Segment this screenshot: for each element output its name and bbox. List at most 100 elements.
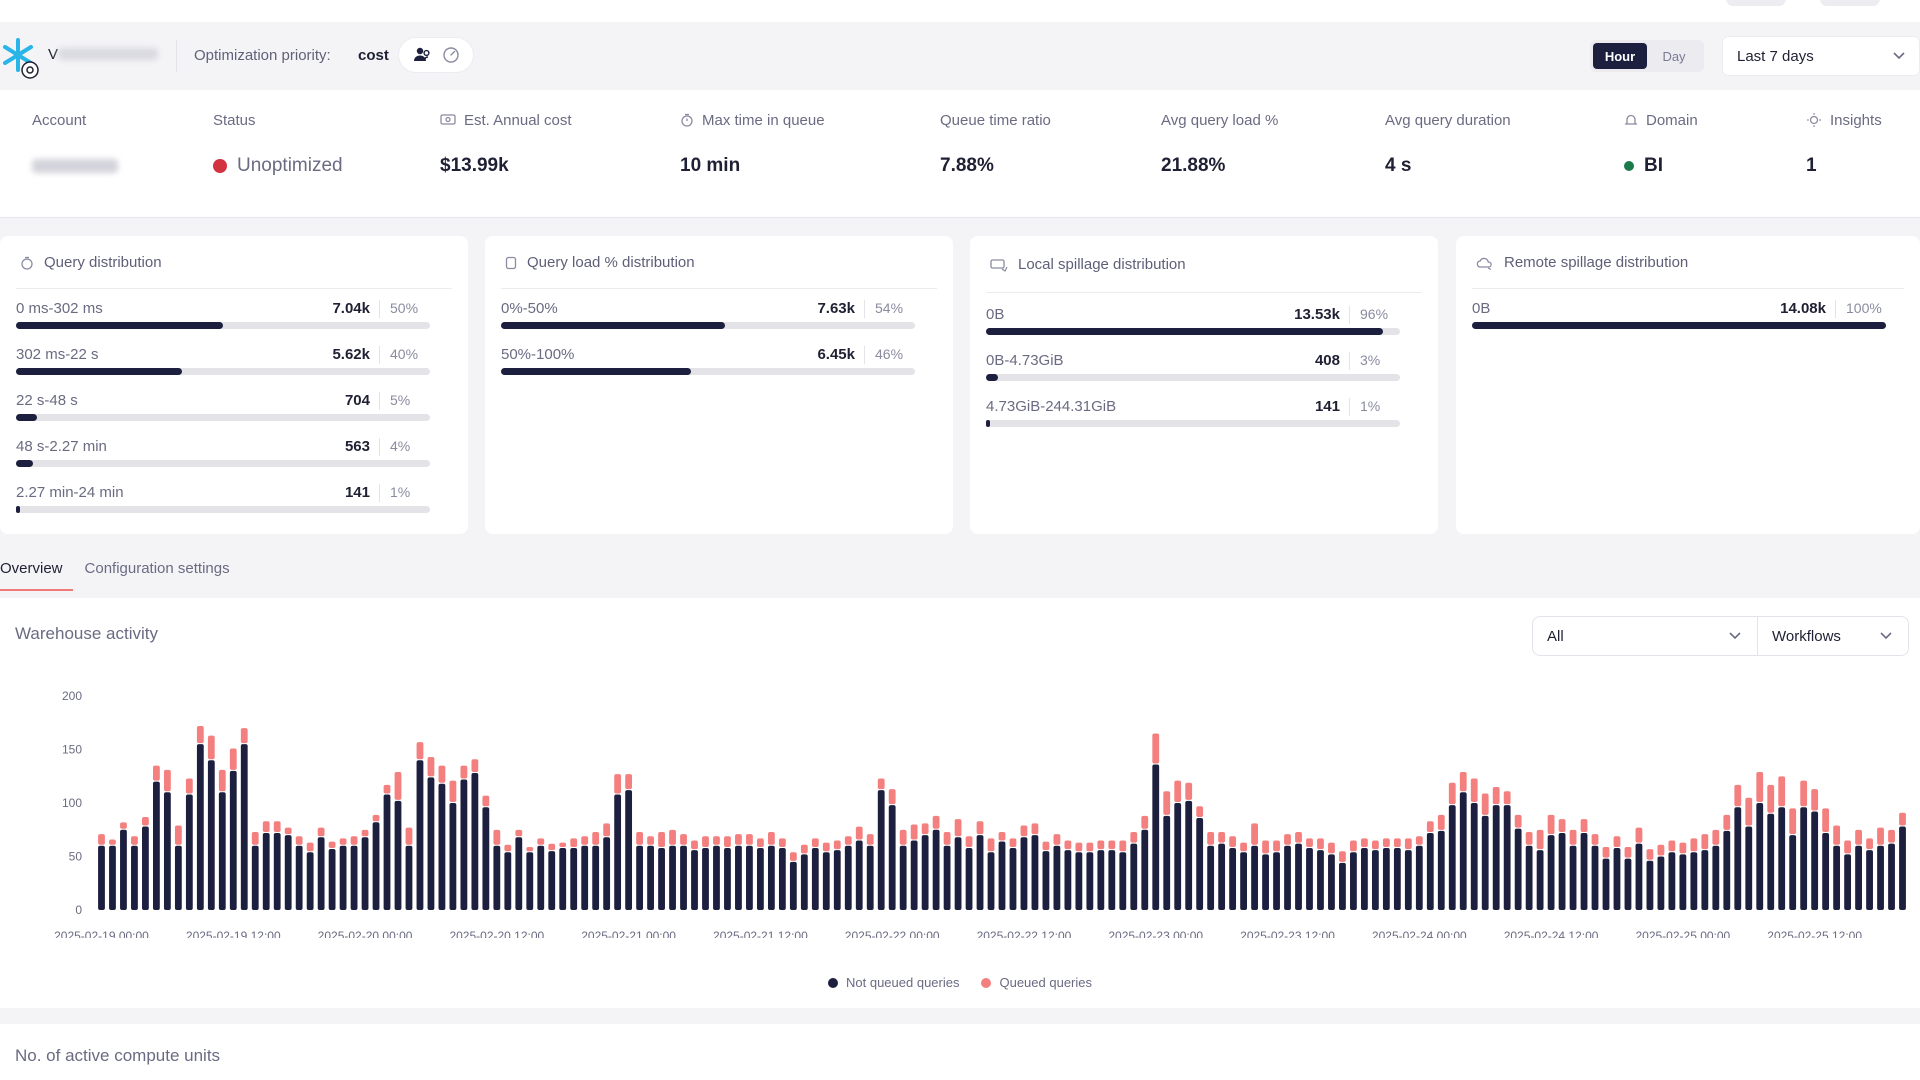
bar-not-queued[interactable] <box>1031 835 1039 910</box>
bar-queued[interactable] <box>954 819 962 837</box>
bar-not-queued[interactable] <box>460 779 468 910</box>
bar-not-queued[interactable] <box>1350 852 1357 910</box>
bar-queued[interactable] <box>1020 825 1028 837</box>
bar-queued[interactable] <box>1723 814 1731 830</box>
bar-not-queued[interactable] <box>493 845 501 910</box>
bar-not-queued[interactable] <box>1317 850 1324 910</box>
bar-queued[interactable] <box>1328 842 1335 854</box>
bar-queued[interactable] <box>163 769 171 792</box>
bar-not-queued[interactable] <box>735 845 742 910</box>
bar-not-queued[interactable] <box>691 850 698 910</box>
bar-not-queued[interactable] <box>1646 860 1654 910</box>
bar-not-queued[interactable] <box>1470 803 1478 910</box>
bar-not-queued[interactable] <box>1580 832 1588 910</box>
bar-not-queued[interactable] <box>1679 854 1687 910</box>
bar-queued[interactable] <box>1284 834 1291 845</box>
bar-queued[interactable] <box>767 831 775 845</box>
bar-queued[interactable] <box>1767 784 1775 813</box>
bar-queued[interactable] <box>394 772 402 800</box>
bar-queued[interactable] <box>822 842 830 852</box>
bar-not-queued[interactable] <box>1207 845 1215 910</box>
bar-not-queued[interactable] <box>284 835 292 910</box>
bar-not-queued[interactable] <box>811 847 819 910</box>
bar-queued[interactable] <box>449 780 457 802</box>
bar-not-queued[interactable] <box>1273 852 1280 910</box>
bar-queued[interactable] <box>702 836 709 847</box>
bar-not-queued[interactable] <box>1262 854 1269 910</box>
bar-not-queued[interactable] <box>987 852 995 910</box>
bar-not-queued[interactable] <box>120 829 127 910</box>
bar-not-queued[interactable] <box>1536 850 1544 910</box>
bar-queued[interactable] <box>1844 840 1852 854</box>
bar-not-queued[interactable] <box>251 845 259 910</box>
bar-queued[interactable] <box>1152 733 1160 764</box>
bar-queued[interactable] <box>1404 838 1412 850</box>
bar-queued[interactable] <box>1042 841 1050 851</box>
bar-queued[interactable] <box>976 821 984 835</box>
bar-queued[interactable] <box>218 769 226 792</box>
bar-queued[interactable] <box>1580 819 1588 832</box>
bar-not-queued[interactable] <box>306 852 314 910</box>
bar-not-queued[interactable] <box>1745 826 1753 910</box>
bar-not-queued[interactable] <box>855 840 863 910</box>
bar-queued[interactable] <box>1295 831 1302 843</box>
bar-queued[interactable] <box>1426 821 1434 832</box>
bar-not-queued[interactable] <box>954 837 962 910</box>
bar-queued[interactable] <box>405 827 413 845</box>
bar-not-queued[interactable] <box>559 847 567 910</box>
bar-not-queued[interactable] <box>1690 852 1698 910</box>
bar-not-queued[interactable] <box>1514 828 1522 910</box>
bar-queued[interactable] <box>1822 808 1830 832</box>
workflows-filter-select[interactable]: Workflows <box>1757 616 1909 656</box>
bar-queued[interactable] <box>142 816 149 826</box>
bar-not-queued[interactable] <box>1328 854 1335 910</box>
bar-not-queued[interactable] <box>1064 850 1072 910</box>
bar-queued[interactable] <box>1141 815 1149 829</box>
bar-not-queued[interactable] <box>1723 830 1731 910</box>
tab-overview[interactable]: Overview <box>0 560 72 591</box>
bar-queued[interactable] <box>1800 780 1808 807</box>
bar-queued[interactable] <box>537 838 545 845</box>
bar-not-queued[interactable] <box>669 845 676 910</box>
bar-not-queued[interactable] <box>1525 845 1533 910</box>
bar-queued[interactable] <box>504 844 512 852</box>
bar-not-queued[interactable] <box>1602 858 1610 910</box>
bar-queued[interactable] <box>724 836 731 847</box>
bar-not-queued[interactable] <box>1613 847 1621 910</box>
bar-queued[interactable] <box>1492 787 1500 805</box>
bar-queued[interactable] <box>1064 840 1072 850</box>
bar-not-queued[interactable] <box>1635 843 1643 910</box>
bar-not-queued[interactable] <box>383 794 391 910</box>
bar-not-queued[interactable] <box>1097 850 1105 910</box>
bar-not-queued[interactable] <box>976 835 984 910</box>
bar-queued[interactable] <box>1646 849 1654 860</box>
bar-not-queued[interactable] <box>625 790 633 910</box>
bar-queued[interactable] <box>998 831 1006 841</box>
bar-not-queued[interactable] <box>218 792 226 910</box>
bar-not-queued[interactable] <box>1295 843 1302 910</box>
bar-queued[interactable] <box>196 726 204 744</box>
bar-not-queued[interactable] <box>361 837 369 910</box>
bar-not-queued[interactable] <box>504 852 512 910</box>
bar-queued[interactable] <box>570 838 578 847</box>
bar-queued[interactable] <box>1536 829 1544 850</box>
bar-queued[interactable] <box>1635 827 1643 843</box>
bar-queued[interactable] <box>1514 814 1522 828</box>
bar-not-queued[interactable] <box>724 847 731 910</box>
bar-queued[interactable] <box>493 829 501 845</box>
bar-not-queued[interactable] <box>1459 792 1467 910</box>
bar-not-queued[interactable] <box>1284 845 1291 910</box>
bar-not-queued[interactable] <box>207 760 215 910</box>
bar-queued[interactable] <box>548 843 556 851</box>
bar-queued[interactable] <box>251 831 259 845</box>
team-icon[interactable] <box>411 44 433 66</box>
gauge-icon[interactable] <box>440 44 462 66</box>
bar-not-queued[interactable] <box>537 845 545 910</box>
bar-queued[interactable] <box>1459 772 1467 792</box>
bar-not-queued[interactable] <box>932 829 940 910</box>
bar-queued[interactable] <box>1251 823 1258 845</box>
bar-not-queued[interactable] <box>1712 845 1720 910</box>
bar-queued[interactable] <box>526 846 534 852</box>
bar-queued[interactable] <box>229 748 237 770</box>
bar-queued[interactable] <box>120 822 127 829</box>
